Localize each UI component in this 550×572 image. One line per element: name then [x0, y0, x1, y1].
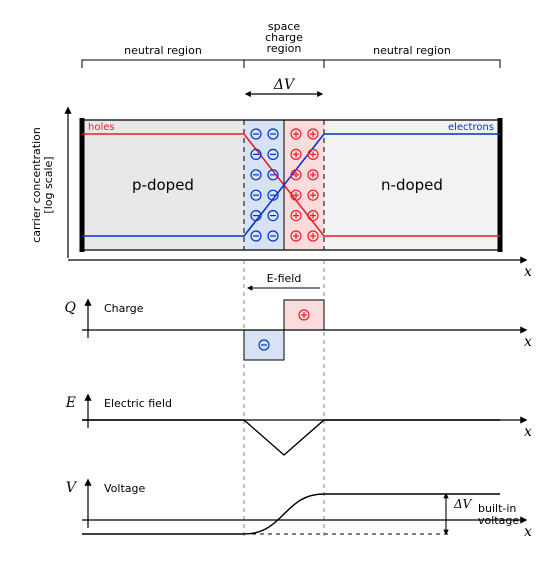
p-doped-label: p-doped — [132, 176, 194, 194]
holes-label: holes — [88, 122, 115, 133]
svg-text:x: x — [524, 334, 532, 350]
delta-v-label: ΔV — [273, 77, 296, 93]
depletion-blue — [244, 120, 284, 250]
panel4-label: Voltage — [104, 482, 145, 495]
panel2-label: Charge — [104, 302, 144, 315]
bracket-neutral-left — [82, 60, 244, 68]
efield-label: E-field — [267, 272, 302, 285]
pn-junction-diagram: holes electrons p-doped n-doped carrier conc… — [0, 0, 550, 572]
n-doped-label: n-doped — [381, 176, 443, 194]
panel3-sym: E — [65, 395, 76, 411]
depletion-red — [284, 120, 324, 250]
panel4-sym: V — [66, 480, 78, 496]
electrons-label: electrons — [448, 122, 494, 133]
svg-text:neutral region: neutral region — [373, 44, 451, 57]
svg-text:neutral region: neutral region — [124, 44, 202, 57]
y-axis-label-1: carrier concentration[log scale] — [30, 127, 55, 243]
svg-text:ΔV: ΔV — [453, 497, 473, 511]
svg-text:x: x — [524, 424, 532, 440]
panel3-label: Electric field — [104, 397, 172, 410]
bracket-space-charge — [244, 60, 324, 68]
bracket-neutral-right — [324, 60, 500, 68]
svg-text:x: x — [524, 524, 532, 540]
efield-curve — [82, 420, 500, 455]
x-label-1: x — [524, 264, 532, 280]
panel2-sym: Q — [65, 300, 77, 316]
voltage-curve — [82, 494, 500, 534]
svg-text:region: region — [267, 42, 302, 55]
